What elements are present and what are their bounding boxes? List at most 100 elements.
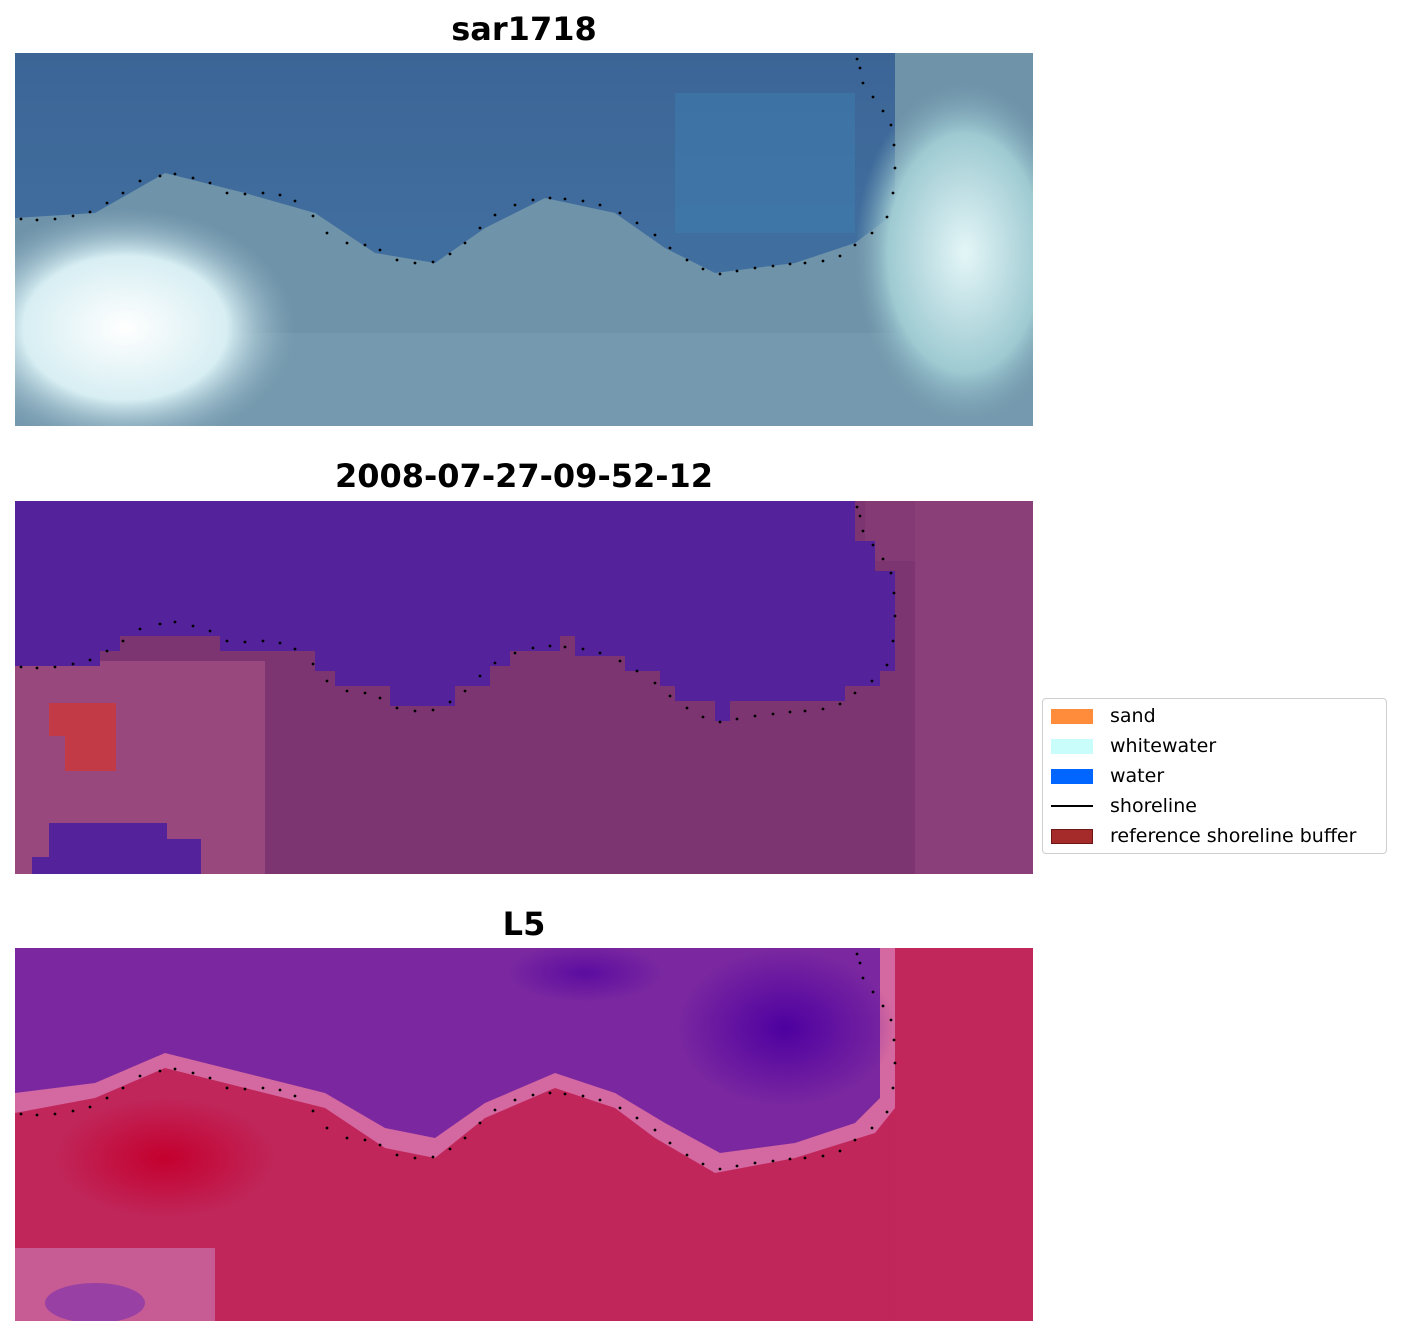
shoreline-dot: [563, 645, 567, 649]
shoreline-dot: [463, 241, 467, 245]
shoreline-dot: [771, 264, 775, 268]
shoreline-dot: [478, 674, 482, 678]
shoreline-dot: [855, 505, 859, 509]
shoreline-dot: [563, 197, 567, 201]
shoreline-dot: [685, 258, 689, 262]
shoreline-dot: [345, 241, 349, 245]
shoreline-dot: [861, 529, 865, 533]
shoreline-dot: [105, 649, 109, 653]
shoreline-dot: [35, 666, 39, 670]
legend-item-sand: sand: [1051, 705, 1156, 727]
shoreline-dot: [858, 514, 862, 518]
shoreline-dot: [563, 1092, 567, 1096]
shoreline-dot: [71, 1109, 75, 1113]
shoreline-dot: [191, 624, 195, 628]
shoreline-dot: [261, 639, 265, 643]
shoreline-dot: [701, 267, 705, 271]
shoreline-dot: [891, 639, 895, 643]
panel-title-satellite: L5: [502, 905, 546, 943]
shoreline-dot: [278, 1088, 282, 1092]
shoreline-dot: [311, 662, 315, 666]
shoreline-dot: [513, 651, 517, 655]
shoreline-dot: [243, 1087, 247, 1091]
shoreline-dot: [138, 1074, 142, 1078]
classification-image: [15, 501, 1033, 874]
shoreline-dot: [293, 1094, 297, 1098]
shoreline-dot: [105, 201, 109, 205]
shoreline-dots: [19, 952, 897, 1171]
shoreline-dot: [513, 1098, 517, 1102]
shoreline-dot: [838, 702, 842, 706]
shoreline-dot: [88, 210, 92, 214]
legend-swatch-whitewater: [1051, 738, 1093, 754]
shoreline-dot: [668, 246, 672, 250]
shoreline-dot: [548, 644, 552, 648]
shoreline-dot: [138, 179, 142, 183]
shoreline-dot: [855, 952, 859, 956]
shoreline-dot: [881, 109, 885, 113]
mndwi-image: [15, 948, 1033, 1321]
legend-swatch-sand: [1051, 708, 1093, 724]
panel-title-date: 2008-07-27-09-52-12: [334, 457, 714, 495]
shoreline-dot: [618, 211, 622, 215]
shoreline-dot: [88, 1105, 92, 1109]
shoreline-dot: [861, 976, 865, 980]
shoreline-dot: [53, 665, 57, 669]
shoreline-dots: [19, 505, 897, 724]
shoreline-dot: [363, 1138, 367, 1142]
shoreline-dot: [858, 961, 862, 965]
shoreline-dot: [19, 665, 23, 669]
shoreline-dot: [838, 1149, 842, 1153]
shoreline-dot: [345, 1136, 349, 1140]
shoreline-dot: [735, 269, 739, 273]
shoreline-dot: [121, 191, 125, 195]
shoreline-dot: [870, 231, 874, 235]
shoreline-dot: [892, 591, 896, 595]
shoreline-dot: [685, 706, 689, 710]
shoreline-dot: [788, 262, 792, 266]
shoreline-dot: [325, 679, 329, 683]
shoreline-dot: [293, 647, 297, 651]
shoreline-dot: [853, 1138, 857, 1142]
shoreline-dot: [363, 691, 367, 695]
shoreline-dot: [891, 1086, 895, 1090]
shoreline-dot: [19, 217, 23, 221]
shoreline-dot: [853, 691, 857, 695]
shoreline-dot: [191, 176, 195, 180]
shoreline-dot: [771, 1159, 775, 1163]
shoreline-dot: [871, 990, 875, 994]
shoreline-dot: [735, 717, 739, 721]
shoreline-dot: [803, 709, 807, 713]
shoreline-dot: [363, 243, 367, 247]
shoreline-dots: [19, 57, 897, 276]
shoreline-dot: [431, 708, 435, 712]
shoreline-dot: [598, 651, 602, 655]
shoreline-dot: [618, 659, 622, 663]
shoreline-dot: [105, 1096, 109, 1100]
shoreline-dot: [378, 248, 382, 252]
shoreline-dot: [53, 1112, 57, 1116]
shoreline-dot: [208, 1076, 212, 1080]
shoreline-dot: [53, 217, 57, 221]
shoreline-dot: [493, 661, 497, 665]
shoreline-dot: [478, 1121, 482, 1125]
legend-label-shoreline: shoreline: [1110, 795, 1197, 817]
shoreline-dot: [463, 689, 467, 693]
shoreline-dot: [548, 196, 552, 200]
shoreline-dot: [891, 191, 895, 195]
legend-item-whitewater: whitewater: [1051, 735, 1216, 757]
shoreline-dot: [855, 57, 859, 61]
legend: sand whitewater water shoreline referenc…: [1042, 698, 1387, 854]
shoreline-dot: [821, 707, 825, 711]
shoreline-dot: [871, 543, 875, 547]
shoreline-dot: [885, 215, 889, 219]
shoreline-dot: [173, 1067, 177, 1071]
shoreline-dot: [311, 1109, 315, 1113]
shoreline-dot: [821, 259, 825, 263]
shoreline-dot: [635, 221, 639, 225]
rgb-image: [15, 53, 1033, 426]
shoreline-dot: [431, 1155, 435, 1159]
shoreline-dot: [478, 226, 482, 230]
shoreline-dot: [261, 1086, 265, 1090]
shoreline-dot: [138, 627, 142, 631]
